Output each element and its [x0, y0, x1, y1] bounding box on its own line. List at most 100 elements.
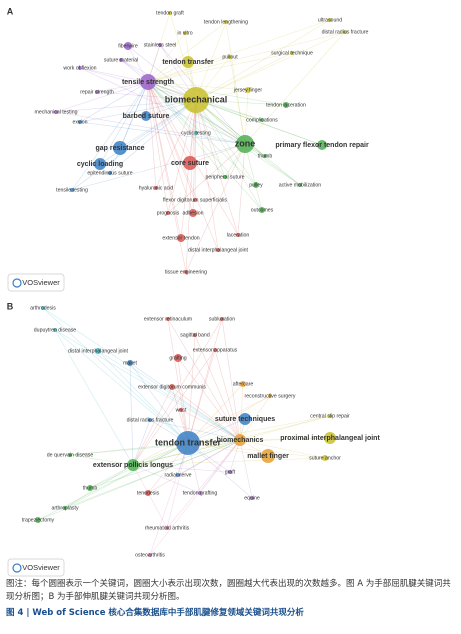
keyword-label: cyclic testing [181, 130, 211, 136]
badge-icon [12, 563, 22, 573]
keyword-label: rheumatoid arthritis [145, 525, 190, 531]
edge [192, 99, 197, 214]
keyword-node [158, 43, 162, 47]
keyword-node [108, 171, 112, 175]
keyword-label: wrist [176, 407, 187, 413]
keyword-node [194, 131, 198, 135]
edge [147, 81, 169, 214]
keyword-node [250, 496, 254, 500]
edge [185, 99, 197, 273]
keyword-node [223, 175, 227, 179]
keyword-node [95, 348, 101, 354]
edge [177, 357, 189, 444]
edge [132, 386, 173, 466]
edge [109, 99, 197, 174]
keyword-node [94, 158, 106, 170]
keyword-node [124, 42, 132, 50]
edge [187, 349, 216, 444]
keyword-label: tissue engineering [165, 269, 207, 275]
keyword-label: aftercare [233, 381, 254, 387]
keyword-node [290, 51, 294, 55]
edge [189, 143, 246, 164]
keyword-node [148, 553, 152, 557]
panel-label: B [7, 301, 14, 311]
keyword-label: equine [244, 495, 260, 501]
edge [132, 395, 271, 466]
edge [244, 89, 249, 145]
keyword-node [324, 432, 336, 444]
keyword-label: tendon transfer [155, 437, 222, 447]
keyword-label: cyclic loading [77, 161, 123, 168]
keyword-node [220, 317, 224, 321]
edge [169, 12, 197, 101]
edge [147, 12, 171, 83]
keyword-label: tensile testing [56, 187, 88, 193]
keyword-label: sagittal band [180, 332, 210, 338]
keyword-node [165, 526, 169, 530]
keyword-node [127, 360, 133, 366]
edge [69, 454, 134, 466]
edge [147, 81, 219, 251]
keyword-node [113, 141, 127, 155]
keyword-label: core suture [171, 160, 209, 167]
keyword-node [166, 317, 170, 321]
keyword-label: jersey finger [233, 87, 263, 93]
keyword-label: adhesion [182, 210, 203, 216]
keyword-node [54, 110, 58, 114]
edge [54, 329, 189, 444]
keyword-node [317, 140, 327, 150]
edge [167, 318, 241, 441]
edge [64, 464, 134, 509]
edge [147, 81, 182, 239]
edge [79, 81, 149, 123]
edge [239, 395, 271, 441]
caption-title: 图 4 | Web of Science 核心合集数据库中手部肌腱修复领域关键词… [6, 608, 304, 618]
edge [147, 81, 323, 146]
keyword-node [268, 394, 272, 398]
edge [89, 439, 241, 489]
keyword-node [176, 431, 200, 455]
edge [79, 99, 197, 123]
edge [244, 143, 301, 186]
edge [119, 81, 149, 149]
edge [244, 143, 263, 211]
edge [147, 81, 301, 186]
keyword-label: arthroplasty [51, 505, 79, 511]
edge [237, 143, 246, 236]
keyword-node [322, 455, 328, 461]
keyword-node [141, 111, 151, 121]
edge [239, 415, 331, 441]
edge [109, 81, 149, 174]
edge [147, 81, 257, 186]
keyword-label: suture anchor [309, 455, 341, 461]
edge [147, 31, 346, 83]
edge [187, 442, 253, 499]
keyword-label: pullout [222, 54, 238, 60]
keyword-label: distal interphalangeal joint [68, 348, 129, 354]
keyword-node [78, 120, 82, 124]
edge [244, 31, 346, 145]
keyword-node [35, 517, 41, 523]
edge [194, 99, 197, 201]
keyword-node [177, 234, 185, 242]
keyword-label: primary flexor tendon repair [275, 142, 369, 149]
keyword-node [245, 87, 251, 93]
keyword-node [166, 211, 170, 215]
keyword-label: flexor digitorum superficialis [163, 197, 227, 203]
keyword-label: distal radius fracture [127, 417, 174, 423]
keyword-label: suture techniques [215, 416, 275, 423]
edge [239, 437, 331, 441]
edge [132, 349, 216, 466]
keyword-label: mallet finger [247, 453, 289, 460]
keyword-label: work of flexion [63, 65, 96, 71]
edge [194, 334, 241, 441]
edge [64, 439, 241, 509]
edge [167, 99, 197, 214]
keyword-node [63, 506, 67, 510]
keyword-label: trapeziectomy [22, 517, 55, 523]
keyword-node [283, 102, 289, 108]
keyword-label: osteoarthritis [135, 552, 165, 558]
edge [71, 99, 197, 191]
edge [54, 329, 134, 466]
keyword-node [259, 207, 265, 213]
